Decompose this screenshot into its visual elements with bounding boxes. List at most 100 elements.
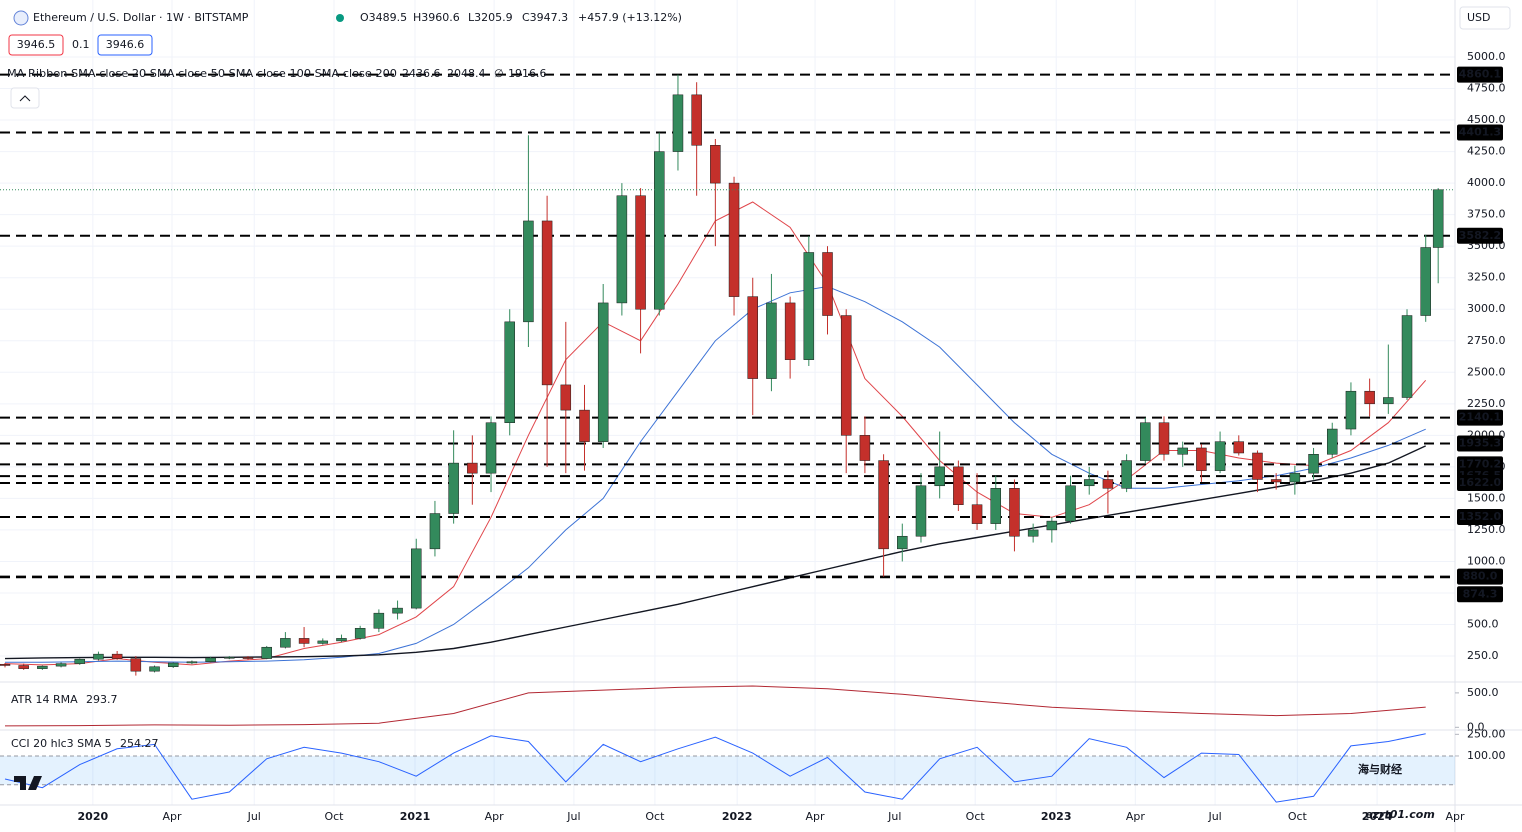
level-label: 1352.0 [1459,510,1502,523]
candle-body [822,252,833,316]
x-tick-label: Jul [247,810,261,823]
candle-body [766,302,777,379]
cci-value: 254.27 [120,737,159,750]
x-tick-label: Oct [324,810,344,823]
candle-body [1102,479,1114,489]
candle-body [654,151,665,310]
candle-body [710,145,721,184]
candle-body [130,658,142,672]
bid-price: 3946.5 [17,38,56,51]
level-label: 4401.3 [1459,126,1501,139]
y-tick-label: 2750.0 [1467,334,1506,347]
candle-body [1065,485,1076,522]
candle-body [93,653,104,660]
candle-body [1009,488,1020,537]
level-label: 1935.3 [1459,437,1501,450]
x-tick-label: 2021 [400,810,431,823]
candle-body [18,665,29,669]
level-label-bg [1457,409,1503,426]
candle-body [897,535,908,550]
candle-body [579,409,590,442]
ask-box [97,34,153,56]
candle-body [1270,479,1282,483]
ma-value: 2436.6 [402,67,441,80]
y-tick-label: 3000.0 [1467,302,1506,315]
candle-body [37,665,48,669]
y-tick-label: 1000.0 [1467,554,1506,567]
candle-body [111,653,123,659]
atr-value: 293.7 [86,693,118,706]
x-tick-label: Apr [1445,810,1465,823]
candle-body [1046,520,1058,531]
level-label-bg [1457,66,1503,83]
x-tick-label: Oct [645,810,665,823]
candle-body [317,640,329,644]
level-label: 874.3 [1463,587,1498,600]
candle-body [336,638,347,642]
ohlc-value: O3489.5 [360,11,407,24]
ma-value: 2048.4 [447,67,486,80]
x-tick-label: Jul [566,810,580,823]
level-label: 2140.1 [1459,411,1501,424]
level-label: 880.0 [1463,570,1498,583]
x-tick-label: Jul [887,810,901,823]
x-tick-label: Oct [966,810,986,823]
atr-title: ATR 14 RMA [11,693,78,706]
x-tick-label: Jul [1207,810,1221,823]
candle-body [1083,479,1095,487]
bid-box [8,34,64,56]
candle-body [1140,422,1151,461]
market-status [336,14,344,22]
currency: USD [1467,11,1491,24]
collapse-button[interactable] [10,87,40,109]
level-label-bg [1457,509,1503,526]
cci-line [4,733,1426,803]
currency-button[interactable] [1459,6,1511,30]
candle-body [1233,441,1245,454]
y-tick-label: 4750.0 [1467,82,1506,95]
candle-body [523,220,534,323]
symbol-icon [13,10,29,26]
y-tick-label: 2500.0 [1467,365,1506,378]
candle-body [616,195,628,304]
y-tick-label: 1500.0 [1467,491,1506,504]
candle-body [560,384,572,411]
candle-body [1121,460,1132,489]
candle-body [541,220,553,386]
level-label-bg [1457,124,1503,141]
candle-body [504,321,515,423]
candle-body [1308,454,1319,474]
candle-body [429,513,441,550]
candle-body [224,657,235,659]
ma-empty: ∅ [494,67,504,80]
y-tick-label: 4500.0 [1467,113,1506,126]
candle-body [597,302,609,442]
candle-body [859,435,871,461]
candle-body [1326,428,1338,455]
ohlc-value: L3205.9 [468,11,513,24]
candle-body [392,607,403,614]
level-label: 4860.1 [1459,68,1501,81]
candle-body [485,422,497,474]
candle-body [186,661,198,664]
candle-body [915,485,927,537]
candle-body [55,663,67,667]
level-label: 1770.2 [1459,457,1501,470]
collapse-icon [19,95,31,102]
y-tick-label: 4000.0 [1467,176,1506,189]
candle-body [167,662,179,668]
candle-body [1401,315,1413,398]
ohlc-value: C3947.3 [522,11,568,24]
x-tick-label: Apr [485,810,505,823]
x-tick-label: Oct [1288,810,1308,823]
atr-tick-label: 0.0 [1467,720,1485,733]
x-tick-label: 2022 [722,810,753,823]
candle-body [1432,189,1444,248]
candle-body [0,663,11,666]
candle-body [840,315,852,436]
ask-price: 3946.6 [106,38,145,51]
x-tick-label: 2020 [78,810,109,823]
candle-body [728,182,740,297]
ma-line [5,285,1426,663]
